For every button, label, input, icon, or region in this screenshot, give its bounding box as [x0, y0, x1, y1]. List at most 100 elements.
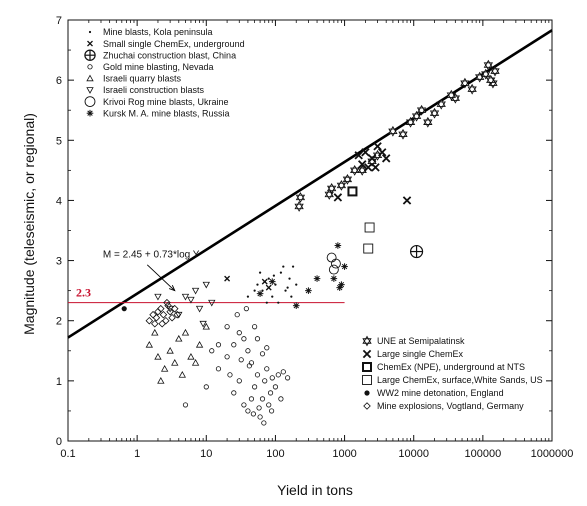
data-point	[349, 164, 360, 176]
marker-x-b	[362, 349, 372, 359]
marker-square-open	[362, 375, 372, 385]
y-tick-label: 0	[56, 436, 62, 448]
data-point	[272, 384, 279, 390]
marker-circle-small	[236, 330, 242, 336]
legend-entry-label: Krivoi Rog mine blasts, Ukraine	[103, 97, 229, 107]
legend-entry-label: ChemEx (NPE), underground at NTS	[377, 362, 525, 372]
data-point	[224, 354, 230, 360]
data-point	[231, 390, 237, 396]
data-point	[191, 358, 200, 366]
data-point	[157, 304, 165, 313]
marker-dot	[265, 301, 268, 304]
data-point	[154, 352, 162, 360]
data-point	[409, 244, 424, 259]
data-point	[357, 160, 367, 169]
marker-x-large	[362, 349, 372, 359]
marker-x-b	[361, 148, 370, 157]
marker-circle-small	[254, 336, 261, 342]
data-point	[256, 290, 264, 297]
marker-star-tri-b	[490, 68, 500, 77]
marker-diamond	[158, 319, 166, 328]
marker-diamond	[173, 310, 181, 319]
marker-circle-large	[84, 96, 96, 108]
legend-entry-label: Large ChemEx, surface,White Sands, US	[377, 375, 543, 385]
data-point	[285, 375, 291, 381]
data-point	[145, 316, 154, 325]
data-point	[446, 89, 457, 101]
x-tick-label: 0.1	[60, 448, 75, 460]
data-point	[243, 306, 249, 312]
data-point	[342, 173, 353, 185]
marker-circle-small	[254, 372, 261, 378]
marker-star-tri-b	[475, 74, 485, 83]
data-point	[171, 358, 179, 366]
marker-x-b	[224, 275, 231, 282]
data-point	[191, 287, 200, 295]
y-axis-title: Magnitude (teleseismic, or regional)	[21, 113, 37, 335]
marker-circle-small	[267, 390, 274, 396]
data-point	[279, 271, 283, 274]
data-point	[277, 301, 280, 304]
marker-circle-small	[264, 345, 270, 351]
marker-circle-cross	[84, 49, 96, 61]
y-tick-label: 1	[56, 376, 62, 388]
data-point	[429, 107, 440, 119]
data-point	[227, 372, 233, 378]
y-tick-label: 4	[56, 195, 62, 207]
marker-dot	[279, 271, 283, 274]
marker-circle-small	[257, 414, 263, 420]
data-point	[291, 265, 295, 268]
series	[409, 244, 424, 259]
marker-triangle-down	[86, 87, 94, 94]
data-point	[246, 363, 252, 369]
data-point	[333, 193, 343, 202]
marker-star-tri-b	[423, 119, 433, 128]
marker-triangle-down	[208, 299, 216, 307]
marker-circle-small	[275, 372, 281, 378]
legend-top-left: Mine blasts, Kola peninsula Small single …	[84, 27, 245, 118]
data-point	[209, 348, 215, 354]
marker-x-b	[367, 154, 377, 163]
marker-circle-small	[243, 306, 249, 312]
series	[294, 59, 500, 212]
data-point	[295, 192, 306, 203]
data-point	[168, 313, 176, 322]
legend-entry-label: Small single ChemEx, underground	[103, 39, 245, 49]
reference-line-label: 2.3	[76, 286, 91, 300]
data-point	[290, 295, 293, 298]
marker-diamond	[363, 402, 371, 410]
data-point	[294, 201, 304, 212]
data-point	[238, 357, 244, 363]
marker-circle-small	[227, 372, 233, 378]
data-point	[199, 320, 207, 328]
marker-dot	[88, 30, 92, 34]
marker-star-tri-b	[450, 95, 461, 104]
marker-square-bold	[362, 362, 372, 372]
data-point	[275, 372, 281, 378]
data-point	[266, 402, 272, 408]
data-point	[187, 352, 195, 360]
marker-star-tri-b	[436, 101, 446, 110]
data-point	[326, 182, 337, 194]
marker-diamond	[363, 402, 371, 410]
x-tick-label: 1000000	[531, 448, 574, 460]
marker-triangle-up	[202, 322, 210, 330]
marker-circle-small	[272, 384, 279, 390]
data-point	[373, 142, 382, 151]
marker-diamond	[145, 316, 154, 325]
series	[333, 142, 412, 205]
marker-x-b	[354, 151, 363, 160]
series	[224, 275, 272, 291]
data-point	[284, 289, 287, 292]
marker-diamond	[152, 313, 161, 322]
marker-dot	[256, 283, 259, 286]
legend-entry-label: Mine explosions, Vogtland, Germany	[377, 401, 524, 411]
data-point	[267, 390, 274, 396]
marker-square-bold	[362, 362, 372, 372]
data-point	[236, 378, 242, 384]
marker-dot-filled	[364, 390, 370, 396]
data-point	[347, 186, 358, 197]
series	[363, 222, 375, 254]
marker-diamond	[162, 316, 170, 325]
